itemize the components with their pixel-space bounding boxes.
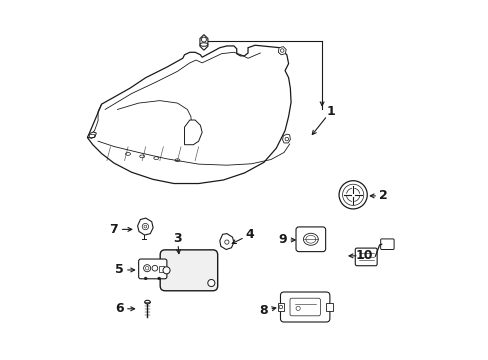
Polygon shape	[87, 132, 96, 138]
FancyBboxPatch shape	[295, 227, 325, 252]
Circle shape	[163, 267, 170, 274]
Text: 1: 1	[326, 105, 335, 118]
Bar	[88, 134, 94, 137]
Circle shape	[201, 37, 206, 42]
Ellipse shape	[144, 300, 150, 304]
Circle shape	[144, 277, 147, 280]
FancyBboxPatch shape	[355, 248, 376, 266]
Circle shape	[158, 277, 160, 280]
Text: 7: 7	[109, 223, 118, 236]
Text: 5: 5	[115, 264, 123, 276]
Polygon shape	[277, 303, 284, 311]
Text: 8: 8	[259, 304, 268, 317]
FancyBboxPatch shape	[380, 239, 393, 249]
Polygon shape	[219, 234, 233, 249]
Polygon shape	[137, 218, 153, 235]
Polygon shape	[200, 35, 207, 50]
FancyBboxPatch shape	[160, 250, 217, 291]
Bar	[159, 266, 164, 272]
Polygon shape	[278, 47, 285, 55]
Text: 6: 6	[115, 302, 123, 315]
Text: 3: 3	[173, 232, 182, 245]
Text: 2: 2	[379, 189, 387, 202]
Polygon shape	[184, 120, 202, 145]
Ellipse shape	[200, 43, 207, 46]
Circle shape	[207, 279, 214, 287]
Polygon shape	[282, 134, 290, 143]
Text: 10: 10	[355, 249, 372, 262]
Circle shape	[338, 181, 366, 209]
Text: 4: 4	[245, 228, 254, 241]
FancyBboxPatch shape	[280, 292, 329, 322]
Polygon shape	[325, 303, 332, 311]
FancyBboxPatch shape	[139, 259, 166, 279]
Text: 9: 9	[278, 234, 286, 247]
